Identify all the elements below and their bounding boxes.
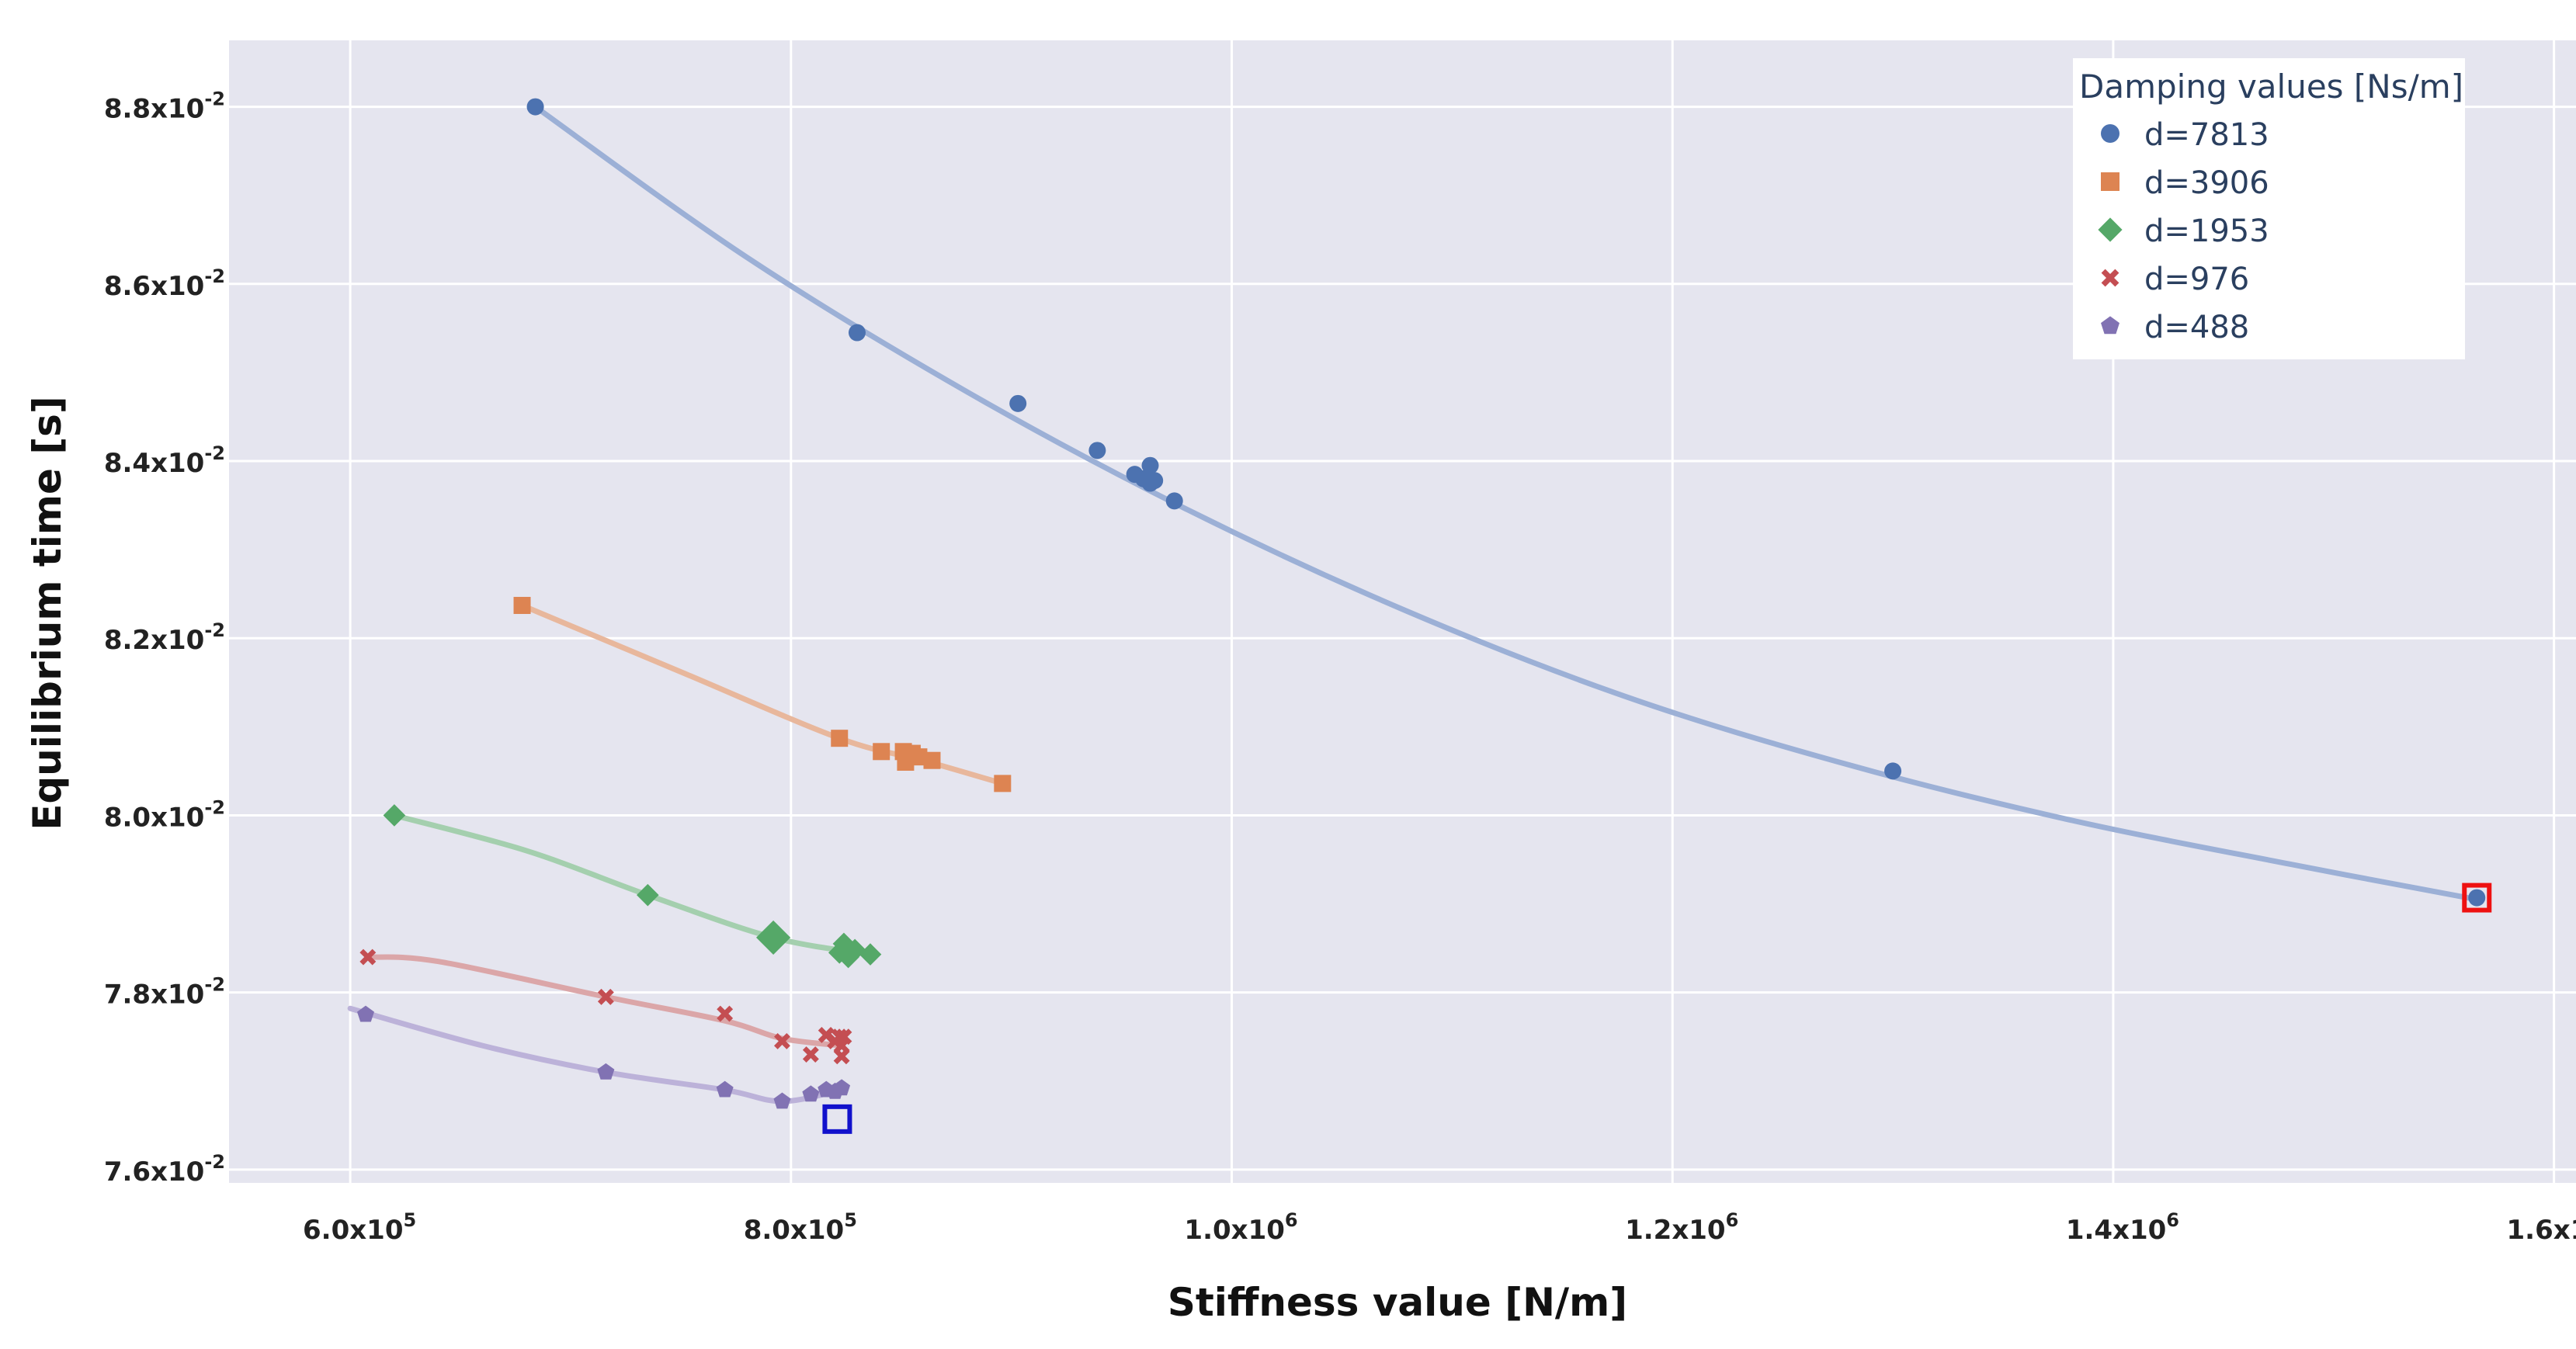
point-d=488: [773, 1092, 791, 1109]
x-tick-label: 1.0x106: [1184, 1209, 1297, 1246]
legend-label: d=976: [2144, 262, 2249, 297]
legend-marker-d=488: [2101, 316, 2119, 335]
legend-marker-d=7813: [2101, 124, 2119, 143]
point-d=7813: [1141, 456, 1159, 474]
highlight-box-d=488: [822, 1104, 852, 1134]
point-d=7813: [526, 98, 544, 116]
point-d=3906: [513, 597, 531, 615]
point-d=7813: [1165, 492, 1183, 510]
legend-label: d=7813: [2144, 117, 2269, 153]
point-d=7813: [2468, 889, 2486, 907]
y-tick-label: 8.6x10-2: [104, 265, 225, 302]
legend-title: Damping values [Ns/m]: [2079, 68, 2463, 106]
legend-label: d=3906: [2144, 165, 2269, 201]
y-tick-label: 8.0x10-2: [104, 796, 225, 833]
point-d=3906: [910, 748, 928, 766]
x-tick-label: 8.0x105: [744, 1209, 857, 1246]
point-d=976: [717, 1005, 734, 1022]
legend-marker-d=3906: [2101, 172, 2119, 191]
point-d=7813: [1088, 442, 1106, 459]
y-tick-label: 7.6x10-2: [104, 1151, 225, 1188]
point-d=976: [802, 1046, 819, 1063]
point-d=7813: [848, 324, 866, 342]
legend-box: [2073, 58, 2465, 359]
point-d=3906: [994, 775, 1012, 792]
x-tick-label: 1.2x106: [1625, 1209, 1738, 1246]
legend-marker-d=976: [2101, 269, 2119, 287]
y-tick-label: 8.8x10-2: [104, 88, 225, 125]
legend-marker-d=1953: [2098, 217, 2123, 242]
point-d=7813: [1146, 472, 1164, 490]
y-tick-label: 8.4x10-2: [104, 442, 225, 479]
curve-d=7813: [533, 104, 2480, 903]
point-d=1953: [859, 943, 882, 966]
legend-label: d=1953: [2144, 213, 2269, 249]
point-d=7813: [1009, 394, 1027, 412]
point-d=488: [716, 1080, 734, 1098]
legend-item-d=7813: d=7813: [2101, 117, 2269, 153]
legend: Damping values [Ns/m] d=7813 d=3906 d=1953…: [2073, 58, 2465, 359]
point-d=488: [597, 1063, 615, 1080]
highlight-box-d=7813: [2462, 883, 2492, 913]
point-d=1953: [756, 920, 791, 955]
point-d=976: [597, 988, 614, 1005]
legend-item-d=1953: d=1953: [2098, 213, 2269, 249]
point-d=3906: [831, 730, 849, 747]
x-axis-title: Stiffness value [N/m]: [1168, 1280, 1627, 1325]
y-tick-label: 7.8x10-2: [104, 974, 225, 1011]
x-axis-tick-labels: 6.0x105 8.0x105 1.0x106 1.2x106 1.4x106 1.6x1…: [303, 1209, 2576, 1246]
point-d=3906: [923, 751, 941, 769]
legend-label: d=488: [2144, 310, 2249, 345]
point-d=1953: [383, 804, 406, 827]
highlight-boxes: [822, 883, 2492, 1134]
x-tick-label: 6.0x105: [303, 1209, 416, 1246]
data-points: [357, 98, 2486, 1109]
x-tick-label: 1.4x106: [2066, 1209, 2179, 1246]
point-d=3906: [873, 743, 890, 761]
point-d=976: [833, 1048, 850, 1065]
legend-item-d=488: d=488: [2101, 310, 2249, 345]
point-d=976: [835, 1028, 852, 1046]
y-tick-label: 8.2x10-2: [104, 619, 225, 656]
y-axis-title: Equilibrium time [s]: [25, 396, 70, 831]
y-axis-tick-labels: 7.6x10-2 7.8x10-2 8.0x10-2 8.2x10-2 8.4x10-2…: [104, 88, 225, 1188]
point-d=488: [802, 1085, 820, 1102]
point-d=7813: [1884, 762, 1902, 780]
grid-lines: [229, 40, 2576, 1183]
point-d=488: [357, 1005, 374, 1022]
legend-item-d=976: d=976: [2101, 262, 2249, 297]
point-d=488: [833, 1079, 851, 1096]
x-tick-label: 1.6x106: [2507, 1209, 2576, 1246]
point-d=976: [359, 948, 377, 966]
point-d=976: [774, 1032, 790, 1049]
point-d=1953: [637, 883, 659, 907]
trend-curves: [347, 104, 2480, 1105]
legend-item-d=3906: d=3906: [2101, 165, 2269, 201]
